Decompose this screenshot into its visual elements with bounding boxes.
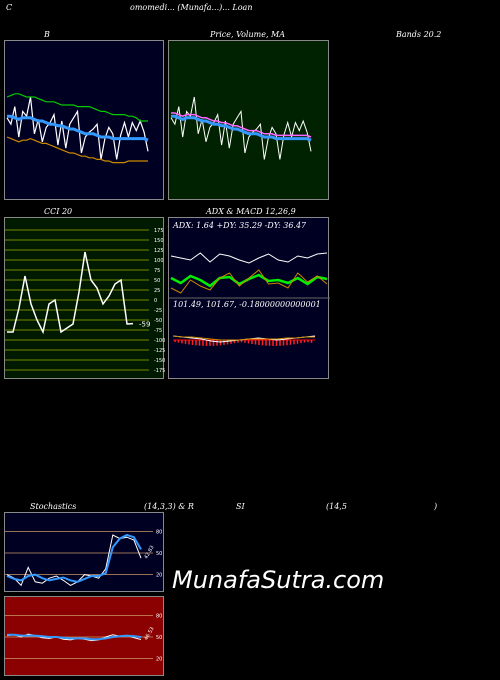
stochastics-tick-label: 20 [156, 573, 162, 579]
bollinger-label: B [44, 30, 50, 39]
cci-panel: 175 150 125 100 75 50 25 0 -25 -50 -75 -100 -125 -150… [4, 217, 165, 379]
rsi-label: SI [236, 502, 245, 511]
stochastics-params-label: (14,3,3) & R [144, 502, 194, 511]
bands-label: Bands 20.2 [396, 30, 442, 39]
cci-tick-label: 25 [154, 288, 160, 294]
chart-header-title: omomedi... (Munafa...)... Loan [130, 3, 253, 12]
stochastics-tick-label: 80 [156, 529, 162, 535]
adx-macd-label: ADX & MACD 12,26,9 [206, 207, 296, 216]
cci-tick-label: 150 [154, 238, 164, 244]
cci-tick-label: 50 [154, 278, 160, 284]
rsi-tick-label: 50 [156, 635, 162, 641]
bollinger-series-2 [6, 93, 148, 122]
price-volume-ma-label: Price, Volume, MA [210, 30, 286, 39]
adx-values: ADX: 1.64 +DY: 35.29 -DY: 36.47 [173, 221, 307, 230]
stochastics-last-value: 42.83 [143, 545, 155, 560]
cci-tick-label: -25 [154, 308, 162, 314]
bollinger-series-1 [7, 114, 149, 142]
stochastics-series-1 [6, 533, 142, 583]
stochastics-tick-label: 50 [156, 551, 162, 557]
price-line [170, 96, 312, 160]
rsi-last-value: 46.53 [143, 626, 155, 641]
adx-series-2 [170, 252, 328, 264]
cci-tick-label: -50 [154, 318, 162, 324]
stochastics-chart: 80 50 20 42.83 [5, 529, 162, 587]
macd-values: 101.49, 101.67, -0.18000000000001 [173, 300, 321, 309]
cci-line [7, 251, 134, 335]
rsi-series-1 [7, 633, 142, 641]
cci-tick-label: -100 [154, 338, 165, 344]
watermark: MunafaSutra.com [172, 566, 385, 594]
cci-tick-label: -150 [154, 358, 165, 364]
rsi-chart: 80 50 20 46.53 [5, 613, 162, 663]
rsi-params-label: (14,5 [326, 502, 347, 511]
adx-macd-panel: ADX: 1.64 +DY: 35.29 -DY: 36.47 101.49, … [168, 217, 330, 379]
cci-tick-label: 125 [154, 248, 164, 254]
adx-series-0 [170, 273, 328, 288]
cci-tick-label: 0 [154, 298, 157, 304]
stochastics-label: Stochastics [30, 502, 77, 511]
cci-chart: 175 150 125 100 75 50 25 0 -25 -50 -75 -100 -125 -150… [5, 228, 165, 374]
rsi-panel: 80 50 20 46.53 [4, 596, 164, 676]
macd-signal-line [172, 335, 315, 341]
adx-series-1 [170, 269, 328, 294]
price-ma-blue [171, 114, 312, 142]
cci-tick-label: -175 [154, 368, 165, 374]
price-ma-pink [171, 112, 312, 138]
cci-tick-label: 175 [154, 228, 164, 234]
cci-tick-label: 100 [154, 258, 164, 264]
bollinger-panel [4, 40, 164, 200]
cci-last-value: -59 [139, 321, 150, 329]
corner-label: C [6, 3, 13, 12]
cci-label: CCI 20 [44, 207, 73, 216]
stochastics-panel: 80 50 20 42.83 [4, 512, 164, 592]
stochastics-series-0 [6, 534, 142, 587]
cci-tick-label: 75 [154, 268, 160, 274]
rsi-tick-label: 20 [156, 657, 162, 663]
bollinger-series-3 [6, 136, 148, 164]
cci-tick-label: -125 [154, 348, 165, 354]
price-ma-panel [168, 40, 329, 200]
bollinger-chart [6, 93, 149, 164]
rsi-tick-label: 80 [156, 613, 162, 619]
adx-macd-chart [169, 252, 330, 346]
rsi-params-close: ) [434, 502, 438, 511]
cci-tick-label: -75 [154, 328, 162, 334]
price-ma-chart [170, 96, 312, 160]
